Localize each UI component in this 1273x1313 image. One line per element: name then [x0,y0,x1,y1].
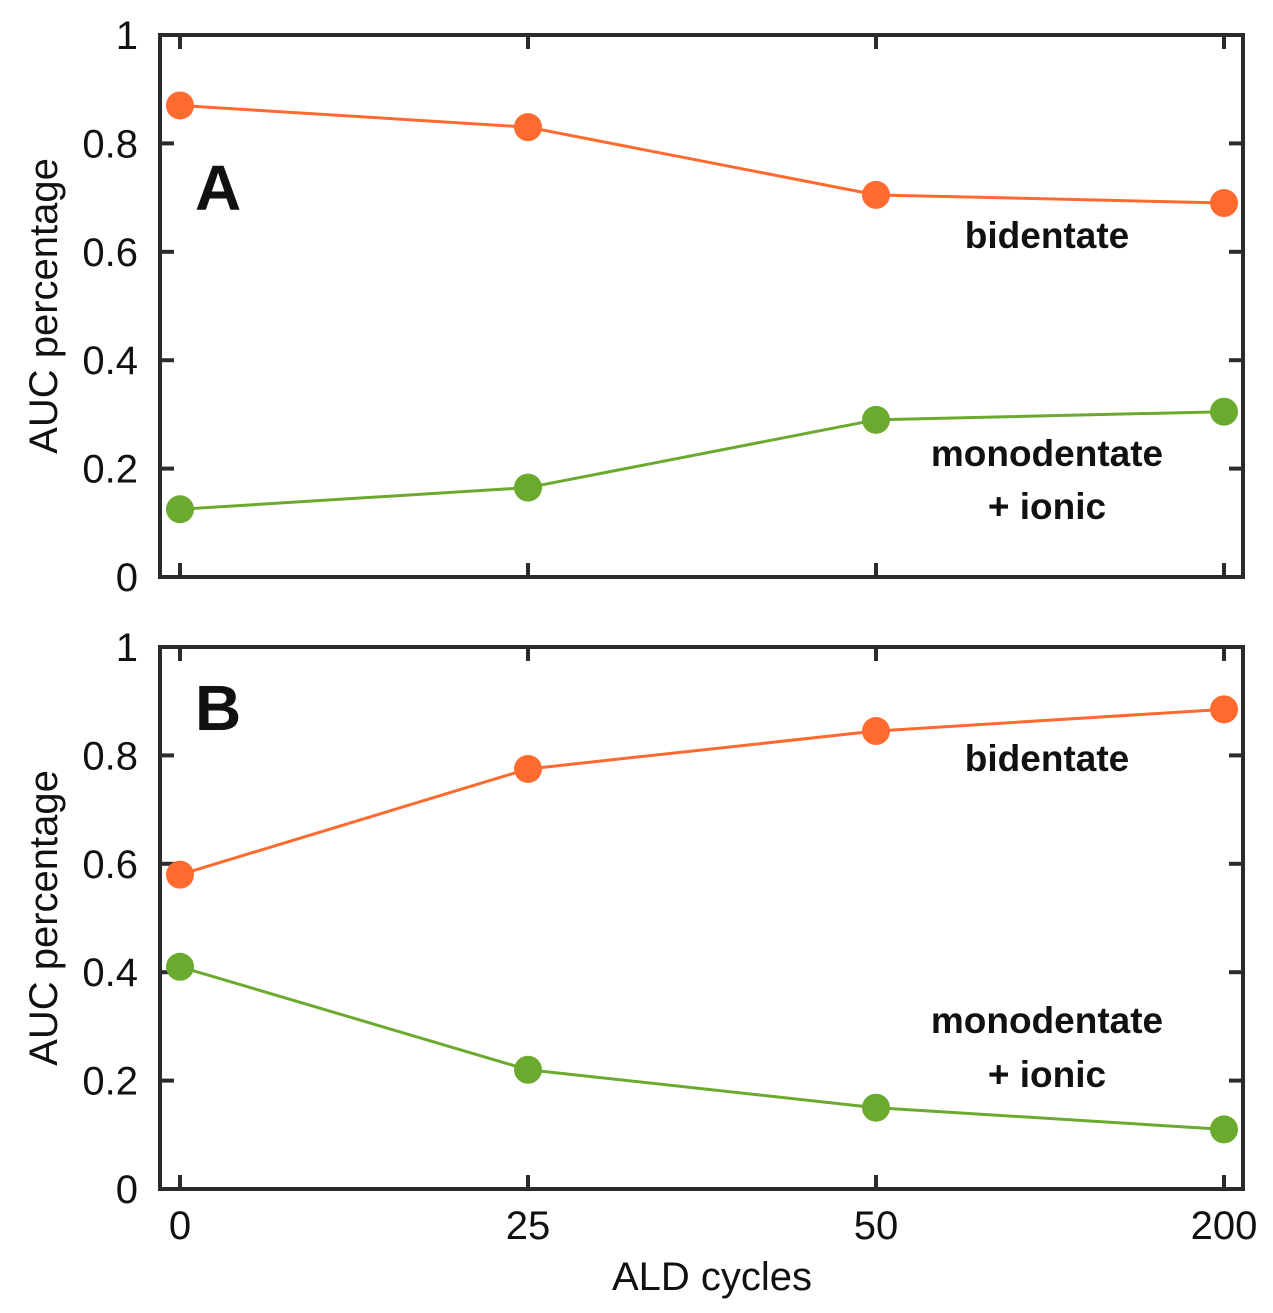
x-tick-label: 50 [854,1204,899,1248]
annotation-bidentate: bidentate [965,738,1129,779]
axis-ticks [160,645,1243,1191]
x-axis-label: ALD cycles [612,1255,812,1299]
annotation-monodentate: monodentate [931,433,1163,474]
y-tick-label: 0.2 [82,448,138,492]
data-point-bidentate [1210,695,1238,724]
plot-frame [158,33,1245,579]
y-tick-label: 0 [116,1168,138,1212]
data-points [166,91,1238,524]
data-point-bidentate [1210,189,1238,218]
y-tick-labels: 0 0.2 0.4 0.6 0.8 1 [82,626,138,1212]
data-point-bidentate [514,754,542,783]
y-axis-label: AUC percentage [22,158,66,454]
y-tick-label: 1 [116,626,138,670]
y-tick-label: 0.6 [82,231,138,275]
series-lines [179,707,1225,1131]
y-axis-label: AUC percentage [22,770,66,1066]
annotation-monodentate: monodentate [931,1000,1163,1041]
data-point-bidentate [166,91,194,120]
data-point-bidentate [514,113,542,142]
data-point-monodentate-ionic [1210,1115,1238,1144]
data-point-monodentate-ionic [1210,397,1238,426]
y-tick-label: 0.6 [82,843,138,887]
annotation-ionic: + ionic [988,1054,1106,1095]
x-tick-labels: 0 25 50 200 [169,1204,1258,1248]
y-tick-label: 0.4 [82,339,138,383]
panel-letter: A [195,152,241,224]
y-tick-labels: 0 0.2 0.4 0.6 0.8 1 [82,14,138,600]
data-points [166,695,1238,1144]
series-line-monodentate-ionic [179,410,1225,511]
panel-letter: B [195,672,241,744]
y-tick-label: 1 [116,14,138,58]
data-point-monodentate-ionic [862,1093,890,1122]
axis-ticks [160,33,1243,579]
data-point-bidentate [166,860,194,889]
x-tick-label: 25 [506,1204,551,1248]
data-point-bidentate [862,717,890,746]
panel-a: 0 0.2 0.4 0.6 0.8 1 A AUC percentage bidentat… [22,14,1245,600]
y-tick-label: 0.4 [82,951,138,995]
y-tick-label: 0.8 [82,122,138,166]
x-tick-label: 0 [169,1204,191,1248]
plot-frame [158,645,1245,1191]
data-point-monodentate-ionic [514,473,542,502]
data-point-monodentate-ionic [514,1055,542,1084]
series-line-bidentate [179,707,1225,877]
data-point-monodentate-ionic [862,405,890,434]
annotation-ionic: + ionic [988,486,1106,527]
series-lines [179,103,1225,511]
annotation-bidentate: bidentate [965,215,1129,256]
data-point-monodentate-ionic [166,952,194,981]
data-point-bidentate [862,180,890,209]
data-point-monodentate-ionic [166,495,194,524]
y-tick-label: 0.8 [82,734,138,778]
panel-b: 0 0.2 0.4 0.6 0.8 1 0 25 50 200 B AUC percentage… [22,626,1257,1299]
series-line-monodentate-ionic [179,965,1225,1131]
y-tick-label: 0 [116,556,138,600]
x-tick-label: 200 [1191,1204,1258,1248]
y-tick-label: 0.2 [82,1060,138,1104]
series-line-bidentate [179,103,1225,205]
